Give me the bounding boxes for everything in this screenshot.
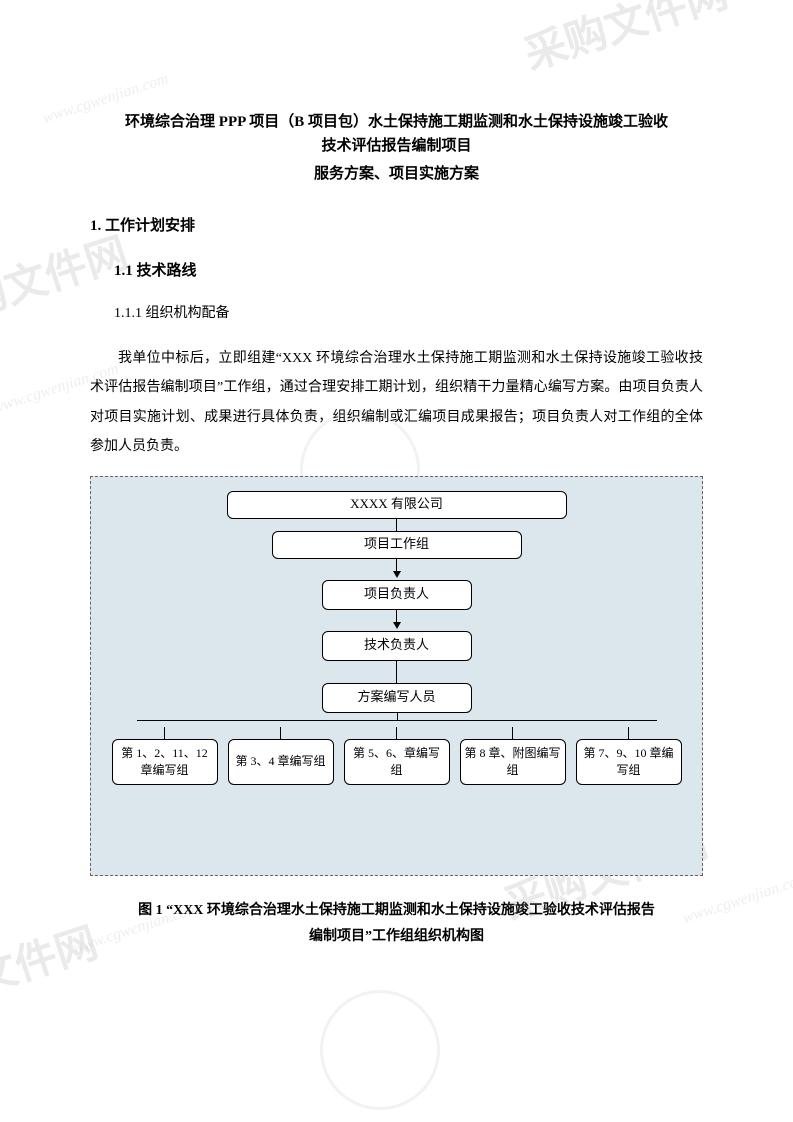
org-leaf: 第 1、2、11、12 章编写组 bbox=[112, 739, 218, 785]
org-chart-container: XXXX 有限公司 项目工作组 项目负责人 技术负责人 方案编写人员 第 1、2… bbox=[90, 476, 703, 876]
org-leaf: 第 5、6、章编写组 bbox=[344, 739, 450, 785]
org-node-project-lead: 项目负责人 bbox=[322, 580, 472, 610]
watermark-text: 采购文件网 bbox=[516, 0, 735, 82]
heading-2: 1.1 技术路线 bbox=[90, 259, 703, 280]
heading-3: 1.1.1 组织机构配备 bbox=[90, 302, 703, 322]
leaf-col: 第 8 章、附图编写组 bbox=[460, 727, 566, 785]
org-leaf: 第 7、9、10 章编写组 bbox=[576, 739, 682, 785]
org-node-tech-lead: 技术负责人 bbox=[322, 631, 472, 661]
caption-line-1: 图 1 “XXX 环境综合治理水土保持施工期监测和水土保持设施竣工验收技术评估报… bbox=[138, 903, 655, 918]
org-leaf: 第 3、4 章编写组 bbox=[228, 739, 334, 785]
watermark-seal bbox=[320, 990, 440, 1110]
watermark-text: 采购文件网 bbox=[0, 219, 134, 342]
caption-line-2: 编制项目”工作组组织机构图 bbox=[309, 929, 484, 944]
arrow-down-icon bbox=[393, 571, 401, 578]
org-leaf: 第 8 章、附图编写组 bbox=[460, 739, 566, 785]
connector bbox=[396, 610, 397, 622]
leaf-col: 第 1、2、11、12 章编写组 bbox=[112, 727, 218, 785]
connector bbox=[280, 727, 281, 739]
connector bbox=[396, 661, 397, 683]
figure-caption: 图 1 “XXX 环境综合治理水土保持施工期监测和水土保持设施竣工验收技术评估报… bbox=[90, 898, 703, 951]
connector bbox=[396, 727, 397, 739]
connector bbox=[628, 727, 629, 739]
org-node-writers: 方案编写人员 bbox=[322, 683, 472, 713]
leaf-col: 第 5、6、章编写组 bbox=[344, 727, 450, 785]
connector bbox=[396, 559, 397, 571]
body-paragraph: 我单位中标后，立即组建“XXX 环境综合治理水土保持施工期监测和水土保持设施竣工… bbox=[90, 344, 703, 462]
connector bbox=[164, 727, 165, 739]
arrow-down-icon bbox=[393, 622, 401, 629]
leaf-col: 第 7、9、10 章编写组 bbox=[576, 727, 682, 785]
leaf-col: 第 3、4 章编写组 bbox=[228, 727, 334, 785]
connector bbox=[512, 727, 513, 739]
org-chart: XXXX 有限公司 项目工作组 项目负责人 技术负责人 方案编写人员 第 1、2… bbox=[101, 491, 692, 857]
connector bbox=[396, 519, 397, 531]
title-line-3: 服务方案、项目实施方案 bbox=[90, 162, 703, 186]
title-line-1: 环境综合治理 PPP 项目（B 项目包）水土保持施工期监测和水土保持设施竣工验收 bbox=[90, 110, 703, 134]
org-node-workgroup: 项目工作组 bbox=[272, 531, 522, 559]
org-node-company: XXXX 有限公司 bbox=[227, 491, 567, 519]
leaf-row: 第 1、2、11、12 章编写组 第 3、4 章编写组 第 5、6、章编写组 第… bbox=[112, 727, 682, 785]
heading-1: 1. 工作计划安排 bbox=[90, 214, 703, 235]
title-line-2: 技术评估报告编制项目 bbox=[90, 134, 703, 158]
watermark-text: 采购文件网 bbox=[0, 909, 104, 1032]
document-title-block: 环境综合治理 PPP 项目（B 项目包）水土保持施工期监测和水土保持设施竣工验收… bbox=[90, 110, 703, 186]
branch-bar bbox=[137, 713, 657, 727]
